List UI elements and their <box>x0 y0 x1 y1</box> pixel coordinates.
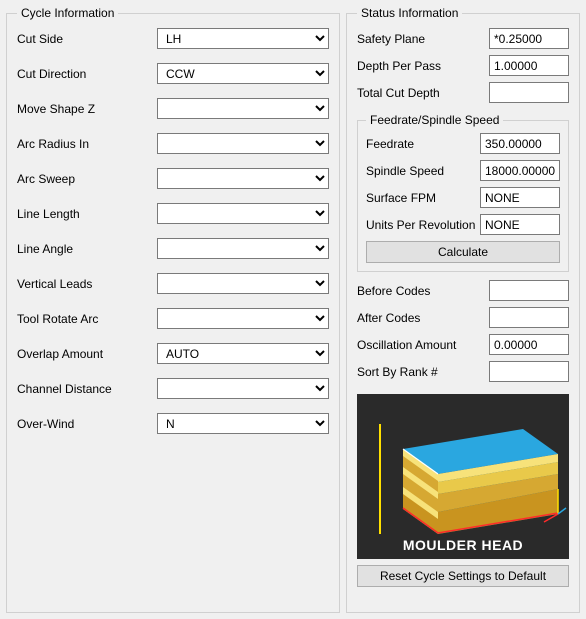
after-codes-label: After Codes <box>357 311 489 325</box>
before-codes-label: Before Codes <box>357 284 489 298</box>
total-cut-depth-input[interactable] <box>489 82 569 103</box>
feedrate-legend: Feedrate/Spindle Speed <box>366 113 503 127</box>
cycle-field-label: Channel Distance <box>17 382 157 396</box>
cycle-row: Move Shape Z <box>17 98 329 119</box>
cycle-field-label: Overlap Amount <box>17 347 157 361</box>
reset-defaults-button[interactable]: Reset Cycle Settings to Default <box>357 565 569 587</box>
cycle-field-label: Arc Radius In <box>17 137 157 151</box>
cycle-field-label: Over-Wind <box>17 417 157 431</box>
cycle-field-label: Vertical Leads <box>17 277 157 291</box>
units-per-rev-input[interactable] <box>480 214 560 235</box>
cycle-row: Line Length <box>17 203 329 224</box>
feedrate-input[interactable] <box>480 133 560 154</box>
cycle-field-select[interactable] <box>157 308 329 329</box>
cycle-field-select[interactable]: AUTO <box>157 343 329 364</box>
cycle-row: Arc Radius In <box>17 133 329 154</box>
after-codes-input[interactable] <box>489 307 569 328</box>
cycle-field-select[interactable] <box>157 273 329 294</box>
cycle-row: Arc Sweep <box>17 168 329 189</box>
safety-plane-input[interactable] <box>489 28 569 49</box>
cycle-field-select[interactable] <box>157 238 329 259</box>
cycle-field-select[interactable] <box>157 168 329 189</box>
cycle-row: Line Angle <box>17 238 329 259</box>
feedrate-label: Feedrate <box>366 137 480 151</box>
sort-rank-input[interactable] <box>489 361 569 382</box>
cycle-field-select[interactable] <box>157 203 329 224</box>
status-information-group: Status Information Safety Plane Depth Pe… <box>346 6 580 613</box>
cycle-information-group: Cycle Information Cut SideLH Cut Directio… <box>6 6 340 613</box>
spindle-speed-input[interactable] <box>480 160 560 181</box>
cycle-row: Channel Distance <box>17 378 329 399</box>
depth-per-pass-input[interactable] <box>489 55 569 76</box>
cycle-field-select[interactable]: CCW <box>157 63 329 84</box>
cycle-field-label: Line Angle <box>17 242 157 256</box>
spindle-speed-label: Spindle Speed <box>366 164 480 178</box>
cycle-field-select[interactable]: N <box>157 413 329 434</box>
cycle-field-select[interactable] <box>157 378 329 399</box>
sort-rank-label: Sort By Rank # <box>357 365 489 379</box>
surface-fpm-label: Surface FPM <box>366 191 480 205</box>
cycle-legend: Cycle Information <box>17 6 118 20</box>
feedrate-spindle-group: Feedrate/Spindle Speed Feedrate Spindle … <box>357 113 569 272</box>
depth-per-pass-label: Depth Per Pass <box>357 59 489 73</box>
cycle-field-select[interactable] <box>157 98 329 119</box>
safety-plane-label: Safety Plane <box>357 32 489 46</box>
cycle-row: Tool Rotate Arc <box>17 308 329 329</box>
cycle-field-select[interactable] <box>157 133 329 154</box>
cycle-field-label: Move Shape Z <box>17 102 157 116</box>
surface-fpm-input[interactable] <box>480 187 560 208</box>
cycle-row: Cut SideLH <box>17 28 329 49</box>
total-cut-depth-label: Total Cut Depth <box>357 86 489 100</box>
preview-image: MOULDER HEAD <box>357 394 569 559</box>
cycle-field-label: Line Length <box>17 207 157 221</box>
calculate-button[interactable]: Calculate <box>366 241 560 263</box>
oscillation-input[interactable] <box>489 334 569 355</box>
cycle-row: Over-WindN <box>17 413 329 434</box>
before-codes-input[interactable] <box>489 280 569 301</box>
units-per-rev-label: Units Per Revolution <box>366 218 480 232</box>
cycle-row: Vertical Leads <box>17 273 329 294</box>
cycle-field-select[interactable]: LH <box>157 28 329 49</box>
cycle-field-label: Tool Rotate Arc <box>17 312 157 326</box>
cycle-row: Overlap AmountAUTO <box>17 343 329 364</box>
cycle-field-label: Cut Side <box>17 32 157 46</box>
cycle-field-label: Cut Direction <box>17 67 157 81</box>
cycle-field-label: Arc Sweep <box>17 172 157 186</box>
oscillation-label: Oscillation Amount <box>357 338 489 352</box>
cycle-row: Cut DirectionCCW <box>17 63 329 84</box>
status-legend: Status Information <box>357 6 462 20</box>
preview-caption: MOULDER HEAD <box>357 533 569 559</box>
